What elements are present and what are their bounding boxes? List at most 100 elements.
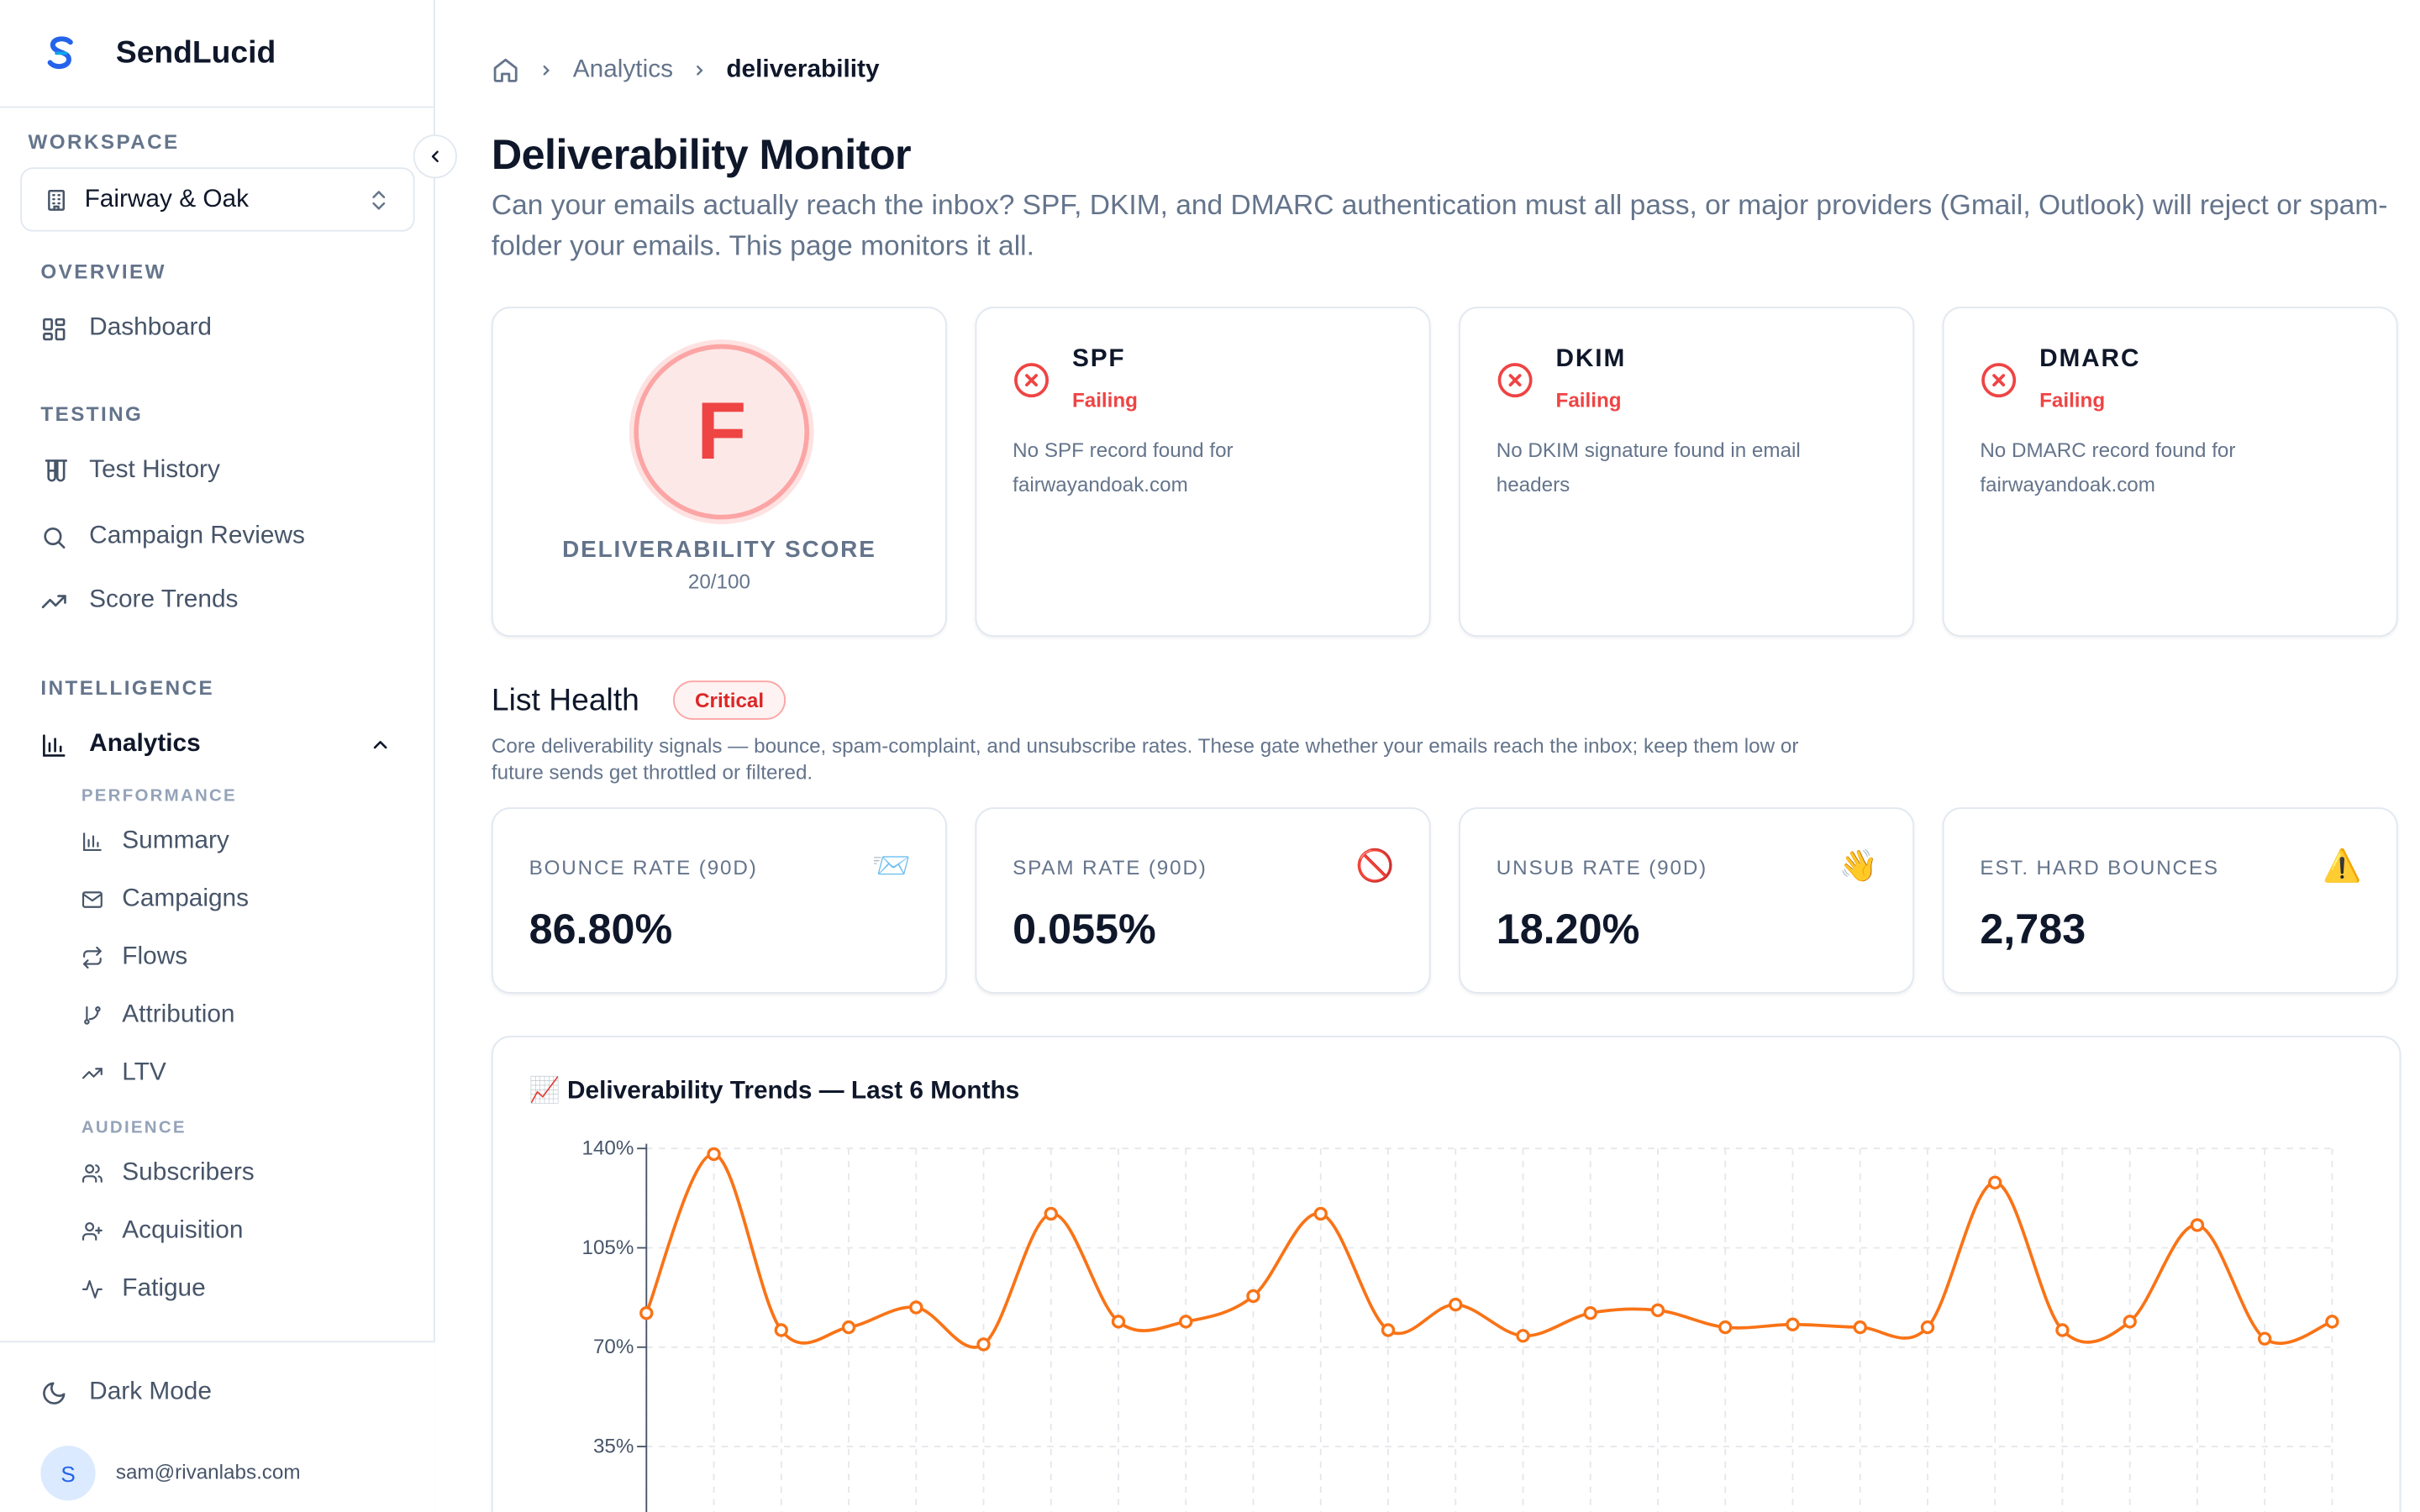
auth-status: Failing [2039, 387, 2106, 412]
metric-value: 2,783 [1980, 906, 2086, 953]
sidebar: SendLucid WORKSPACE Fairway & Oak OVERVI… [0, 0, 435, 1512]
chevron-right-icon [543, 66, 550, 76]
brand[interactable]: SendLucid [0, 0, 434, 108]
score-value: 20/100 [687, 570, 750, 593]
data-point [1920, 1320, 1935, 1335]
workspace-label: WORKSPACE [28, 129, 180, 154]
data-point [2123, 1315, 2137, 1329]
data-point [1313, 1206, 1328, 1221]
data-point [2257, 1331, 2272, 1346]
waving-hand-icon: 👋 [1839, 849, 1879, 885]
auth-status: Failing [1071, 387, 1138, 412]
nav-dashboard[interactable]: Dashboard [40, 314, 212, 343]
nav-flows[interactable]: Flows [82, 943, 187, 972]
data-point [1449, 1297, 1463, 1312]
nav-test-history[interactable]: Test History [40, 456, 220, 486]
chevron-right-icon [697, 66, 703, 76]
status-badge: Critical [672, 680, 786, 720]
metric-value: 0.055% [1013, 906, 1156, 953]
y-tick-label: 70% [593, 1336, 634, 1358]
repeat-icon [83, 946, 102, 969]
logo-icon [47, 36, 73, 70]
intelligence-section-label: INTELLIGENCE [40, 675, 215, 700]
data-point [841, 1320, 856, 1335]
nav-summary[interactable]: Summary [82, 827, 229, 856]
data-point [2190, 1218, 2205, 1232]
metric-label: BOUNCE RATE (90D) [529, 855, 758, 879]
data-point [1381, 1323, 1396, 1337]
metric-value: 18.20% [1496, 906, 1640, 953]
series-line [644, 1152, 2333, 1349]
chevron-left-icon [431, 150, 439, 163]
nav-label: Acquisition [122, 1217, 244, 1244]
nav-campaigns[interactable]: Campaigns [82, 885, 249, 914]
nav-analytics[interactable]: Analytics [40, 731, 387, 759]
nav-label: Flows [122, 943, 188, 970]
spf-card: SPF Failing No SPF record found for fair… [975, 307, 1431, 638]
trends-chart: 140% 105% 70% 35% [581, 1137, 2339, 1512]
auth-description: No SPF record found for fairwayandoak.co… [1013, 438, 1234, 496]
data-point [2055, 1323, 2070, 1337]
trending-up-icon [41, 594, 66, 608]
auth-title: DKIM [1555, 345, 1627, 373]
user-plus-icon [82, 1222, 103, 1241]
search-icon [44, 527, 66, 549]
mail-icon [82, 891, 103, 908]
x-circle-icon [1014, 363, 1050, 398]
data-point [1718, 1320, 1733, 1335]
score-label: DELIVERABILITY SCORE [562, 536, 876, 564]
data-point [1111, 1315, 1126, 1329]
metric-label: SPAM RATE (90D) [1013, 855, 1207, 879]
breadcrumb-parent[interactable]: Analytics [572, 56, 674, 83]
nav-label: Attribution [122, 1001, 235, 1028]
auth-status: Failing [1555, 387, 1622, 412]
moon-icon [43, 1381, 66, 1404]
auth-title: DMARC [2039, 345, 2141, 373]
workspace-name: Fairway & Oak [84, 185, 250, 213]
dmarc-card: DMARC Failing No DMARC record found for … [1942, 307, 2398, 638]
data-point [1853, 1320, 1867, 1335]
sidebar-footer: Dark Mode S sam@rivanlabs.com [0, 1341, 435, 1512]
users-icon [82, 1164, 103, 1183]
data-point [1246, 1289, 1260, 1304]
user-email: sam@rivanlabs.com [115, 1459, 301, 1483]
workspace-select[interactable]: Fairway & Oak [20, 167, 415, 232]
nav-label: Summary [122, 827, 229, 855]
app-name: SendLucid [115, 34, 276, 70]
nav-label: Dashboard [89, 314, 212, 342]
breadcrumb: Analytics deliverability [492, 56, 880, 85]
nav-campaign-reviews[interactable]: Campaign Reviews [40, 522, 305, 551]
nav-score-trends[interactable]: Score Trends [40, 587, 238, 616]
nav-fatigue[interactable]: Fatigue [82, 1275, 206, 1304]
y-tick-label: 35% [593, 1436, 634, 1458]
chart-title: 📈 Deliverability Trends — Last 6 Months [529, 1078, 1020, 1105]
data-point [1044, 1206, 1058, 1221]
data-point [1179, 1315, 1193, 1329]
prohibited-icon: 🚫 [1355, 849, 1395, 885]
data-point [1786, 1317, 1800, 1331]
home-icon[interactable] [492, 56, 520, 85]
dark-mode-toggle[interactable]: Dark Mode [40, 1378, 212, 1407]
bar-chart-icon [83, 832, 102, 851]
nav-label: Score Trends [89, 586, 239, 614]
nav-subscribers[interactable]: Subscribers [82, 1159, 255, 1188]
audience-label: AUDIENCE [81, 1118, 187, 1138]
bar-chart-icon [43, 733, 66, 756]
data-point [1650, 1303, 1665, 1318]
nav-label: Campaign Reviews [89, 522, 305, 549]
metric-card-spam: SPAM RATE (90D) 🚫 0.055% [975, 807, 1431, 994]
data-point [707, 1147, 721, 1162]
nav-label: Test History [89, 456, 220, 484]
score-card: F DELIVERABILITY SCORE 20/100 [491, 307, 947, 638]
trends-chart-card: 📈 Deliverability Trends — Last 6 Months … [491, 1036, 2402, 1512]
data-point [976, 1337, 991, 1352]
collapse-sidebar-button[interactable] [413, 134, 457, 179]
page-description: Can your emails actually reach the inbox… [491, 189, 2388, 262]
avatar[interactable]: S [40, 1446, 96, 1501]
git-branch-icon [84, 1006, 101, 1025]
nav-label: Campaigns [122, 885, 250, 912]
activity-icon [82, 1279, 103, 1299]
nav-ltv[interactable]: LTV [82, 1059, 166, 1088]
nav-acquisition[interactable]: Acquisition [82, 1217, 244, 1246]
nav-attribution[interactable]: Attribution [82, 1001, 235, 1030]
